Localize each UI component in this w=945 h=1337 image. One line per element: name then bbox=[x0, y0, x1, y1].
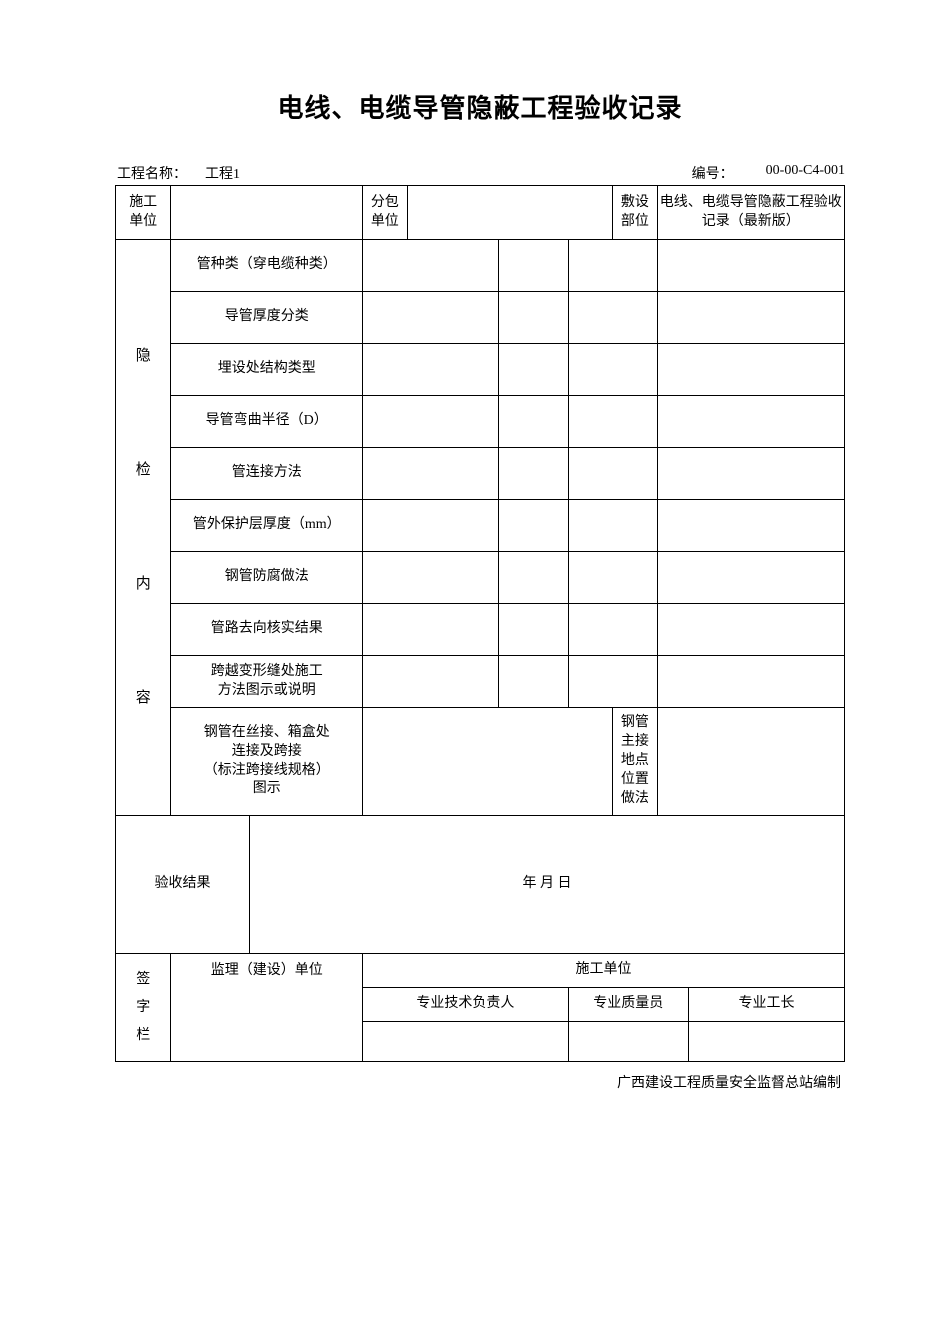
tech-lead-label: 专业技术负责人 bbox=[363, 988, 569, 1022]
form-header: 工程名称： 工程1 编号： 00-00-C4-001 bbox=[115, 163, 845, 183]
acceptance-result-label: 验收结果 bbox=[116, 816, 250, 954]
foreman-sign bbox=[688, 1022, 844, 1062]
cell bbox=[657, 604, 844, 656]
cell bbox=[568, 552, 657, 604]
item-steel-ground-value bbox=[657, 708, 844, 816]
cell bbox=[363, 292, 499, 344]
tech-lead-sign bbox=[363, 1022, 569, 1062]
cell bbox=[568, 500, 657, 552]
cell bbox=[363, 708, 613, 816]
item-thickness: 导管厚度分类 bbox=[171, 292, 363, 344]
layout-location-value: 电线、电缆导管隐蔽工程验收记录（最新版） bbox=[657, 186, 844, 240]
cell bbox=[499, 240, 568, 292]
construction-unit-label: 施工 单位 bbox=[116, 186, 171, 240]
cell bbox=[363, 500, 499, 552]
cell bbox=[657, 292, 844, 344]
item-routing-verify: 管路去向核实结果 bbox=[171, 604, 363, 656]
cell bbox=[657, 240, 844, 292]
item-protection-thickness: 管外保护层厚度（mm） bbox=[171, 500, 363, 552]
supervisor-unit-label: 监理（建设）单位 bbox=[171, 954, 363, 1062]
signature-label: 签 字 栏 bbox=[116, 954, 171, 1062]
subcontract-unit-value bbox=[407, 186, 613, 240]
item-bend-radius: 导管弯曲半径（D） bbox=[171, 396, 363, 448]
quality-officer-sign bbox=[568, 1022, 688, 1062]
cell bbox=[363, 656, 499, 708]
cell bbox=[363, 240, 499, 292]
cell bbox=[657, 656, 844, 708]
form-number-label: 编号： bbox=[692, 163, 766, 183]
form-number-value: 00-00-C4-001 bbox=[766, 163, 845, 183]
project-name-label: 工程名称： bbox=[117, 163, 187, 183]
layout-location-label: 敷设 部位 bbox=[613, 186, 657, 240]
cell bbox=[499, 448, 568, 500]
page-title: 电线、电缆导管隐蔽工程验收记录 bbox=[115, 88, 845, 125]
quality-officer-label: 专业质量员 bbox=[568, 988, 688, 1022]
cell bbox=[363, 396, 499, 448]
construction-unit-value bbox=[171, 186, 363, 240]
project-name-value: 工程1 bbox=[187, 163, 240, 183]
item-steel-joint: 钢管在丝接、箱盒处 连接及跨接 （标注跨接线规格） 图示 bbox=[171, 708, 363, 816]
cell bbox=[499, 292, 568, 344]
cell bbox=[568, 240, 657, 292]
inspection-content-label: 隐 检 内 容 bbox=[116, 240, 171, 816]
cell bbox=[568, 656, 657, 708]
cell bbox=[499, 604, 568, 656]
cell bbox=[499, 656, 568, 708]
cell bbox=[657, 344, 844, 396]
construction-unit-header: 施工单位 bbox=[363, 954, 845, 988]
subcontract-unit-label: 分包 单位 bbox=[363, 186, 407, 240]
item-steel-ground-label: 钢管 主接 地点 位置 做法 bbox=[613, 708, 657, 816]
item-pipe-type: 管种类（穿电缆种类） bbox=[171, 240, 363, 292]
cell bbox=[363, 552, 499, 604]
item-structure-type: 埋设处结构类型 bbox=[171, 344, 363, 396]
footer-text: 广西建设工程质量安全监督总站编制 bbox=[115, 1062, 845, 1092]
item-deformation-joint: 跨越变形缝处施工 方法图示或说明 bbox=[171, 656, 363, 708]
cell bbox=[568, 448, 657, 500]
cell bbox=[657, 552, 844, 604]
cell bbox=[568, 344, 657, 396]
acceptance-result-value: 年 月 日 bbox=[250, 816, 845, 954]
cell bbox=[499, 552, 568, 604]
cell bbox=[499, 500, 568, 552]
cell bbox=[657, 396, 844, 448]
cell bbox=[363, 604, 499, 656]
cell bbox=[657, 448, 844, 500]
cell bbox=[499, 396, 568, 448]
cell bbox=[499, 344, 568, 396]
cell bbox=[363, 448, 499, 500]
form-table: 施工 单位 分包 单位 敷设 部位 电线、电缆导管隐蔽工程验收记录（最新版） 隐… bbox=[115, 185, 845, 1062]
cell bbox=[657, 500, 844, 552]
cell bbox=[568, 292, 657, 344]
item-connection-method: 管连接方法 bbox=[171, 448, 363, 500]
cell bbox=[568, 604, 657, 656]
cell bbox=[363, 344, 499, 396]
item-anticorrosion: 钢管防腐做法 bbox=[171, 552, 363, 604]
cell bbox=[568, 396, 657, 448]
foreman-label: 专业工长 bbox=[688, 988, 844, 1022]
